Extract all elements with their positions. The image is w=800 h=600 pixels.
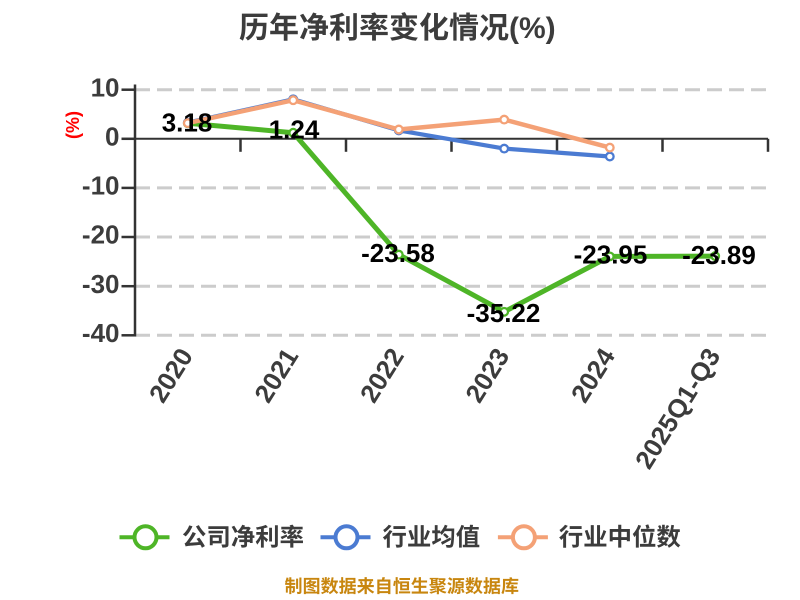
svg-text:-23.89: -23.89 <box>682 240 756 270</box>
svg-text:-30: -30 <box>82 269 120 299</box>
svg-text:-20: -20 <box>82 220 120 250</box>
svg-text:-40: -40 <box>82 318 120 348</box>
svg-text:(%): (%) <box>509 12 556 45</box>
svg-text:-23.95: -23.95 <box>574 239 648 269</box>
svg-text:3.18: 3.18 <box>162 107 213 137</box>
svg-text:-10: -10 <box>82 171 120 201</box>
svg-text:0: 0 <box>105 122 119 152</box>
svg-text:10: 10 <box>91 72 120 102</box>
svg-text:1.24: 1.24 <box>269 114 320 144</box>
svg-text:(%): (%) <box>63 111 83 139</box>
svg-text:-35.22: -35.22 <box>467 298 541 328</box>
svg-text:-23.58: -23.58 <box>361 238 435 268</box>
